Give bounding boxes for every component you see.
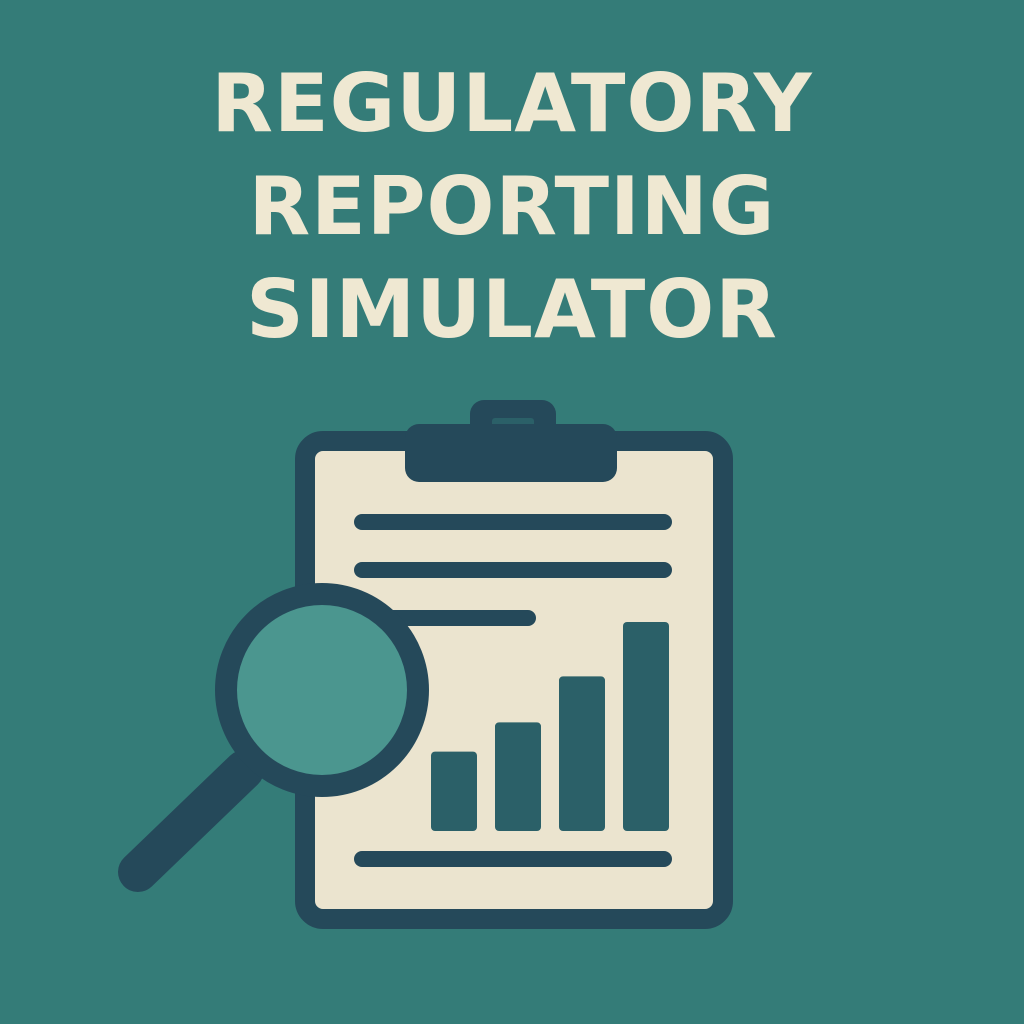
chart-bar-4 (623, 622, 669, 831)
clipboard-clip (405, 424, 617, 482)
title-line-2: REPORTING (248, 160, 776, 253)
chart-bar-1 (431, 751, 477, 831)
chart-bar-3 (559, 676, 605, 831)
magnifying-glass-icon (118, 583, 429, 892)
chart-bar-2 (495, 722, 541, 831)
title-line-3: SIMULATOR (246, 263, 778, 356)
clipboard-icon (295, 400, 733, 929)
magnifier-handle (118, 750, 264, 892)
bar-chart-icon (431, 622, 669, 831)
magnifier-lens (215, 583, 429, 797)
title-line-1: REGULATORY (211, 57, 813, 150)
page-title: REGULATORY REPORTING SIMULATOR (0, 52, 1024, 361)
